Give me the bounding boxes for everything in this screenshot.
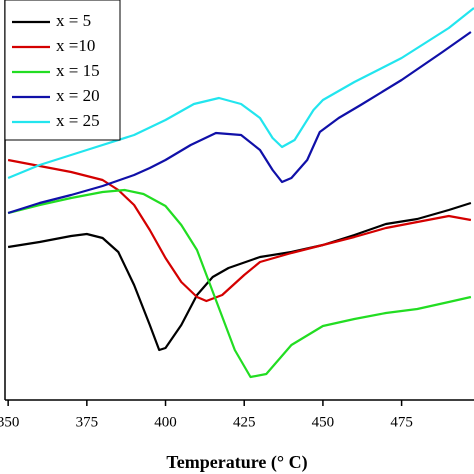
x-tick-label: 425 [233, 414, 256, 430]
legend-label: x =10 [56, 36, 95, 55]
series-line [7, 188, 472, 379]
plot-area [7, 7, 474, 379]
legend [4, 0, 121, 141]
series-line [7, 158, 472, 303]
x-tick-label: 475 [390, 414, 413, 430]
x-tick-label: 400 [154, 414, 177, 430]
series-line [7, 31, 472, 215]
x-tick-label: 350 [0, 414, 19, 430]
legend-label: x = 25 [56, 111, 100, 130]
x-tick-label: 450 [312, 414, 335, 430]
legend-label: x = 15 [56, 61, 100, 80]
series-line [7, 201, 472, 352]
legend-label: x = 5 [56, 11, 91, 30]
x-tick-label: 375 [76, 414, 99, 430]
legend-label: x = 20 [56, 86, 100, 105]
x-axis-title: Temperature (° C) [166, 452, 307, 473]
series-line [7, 7, 474, 180]
